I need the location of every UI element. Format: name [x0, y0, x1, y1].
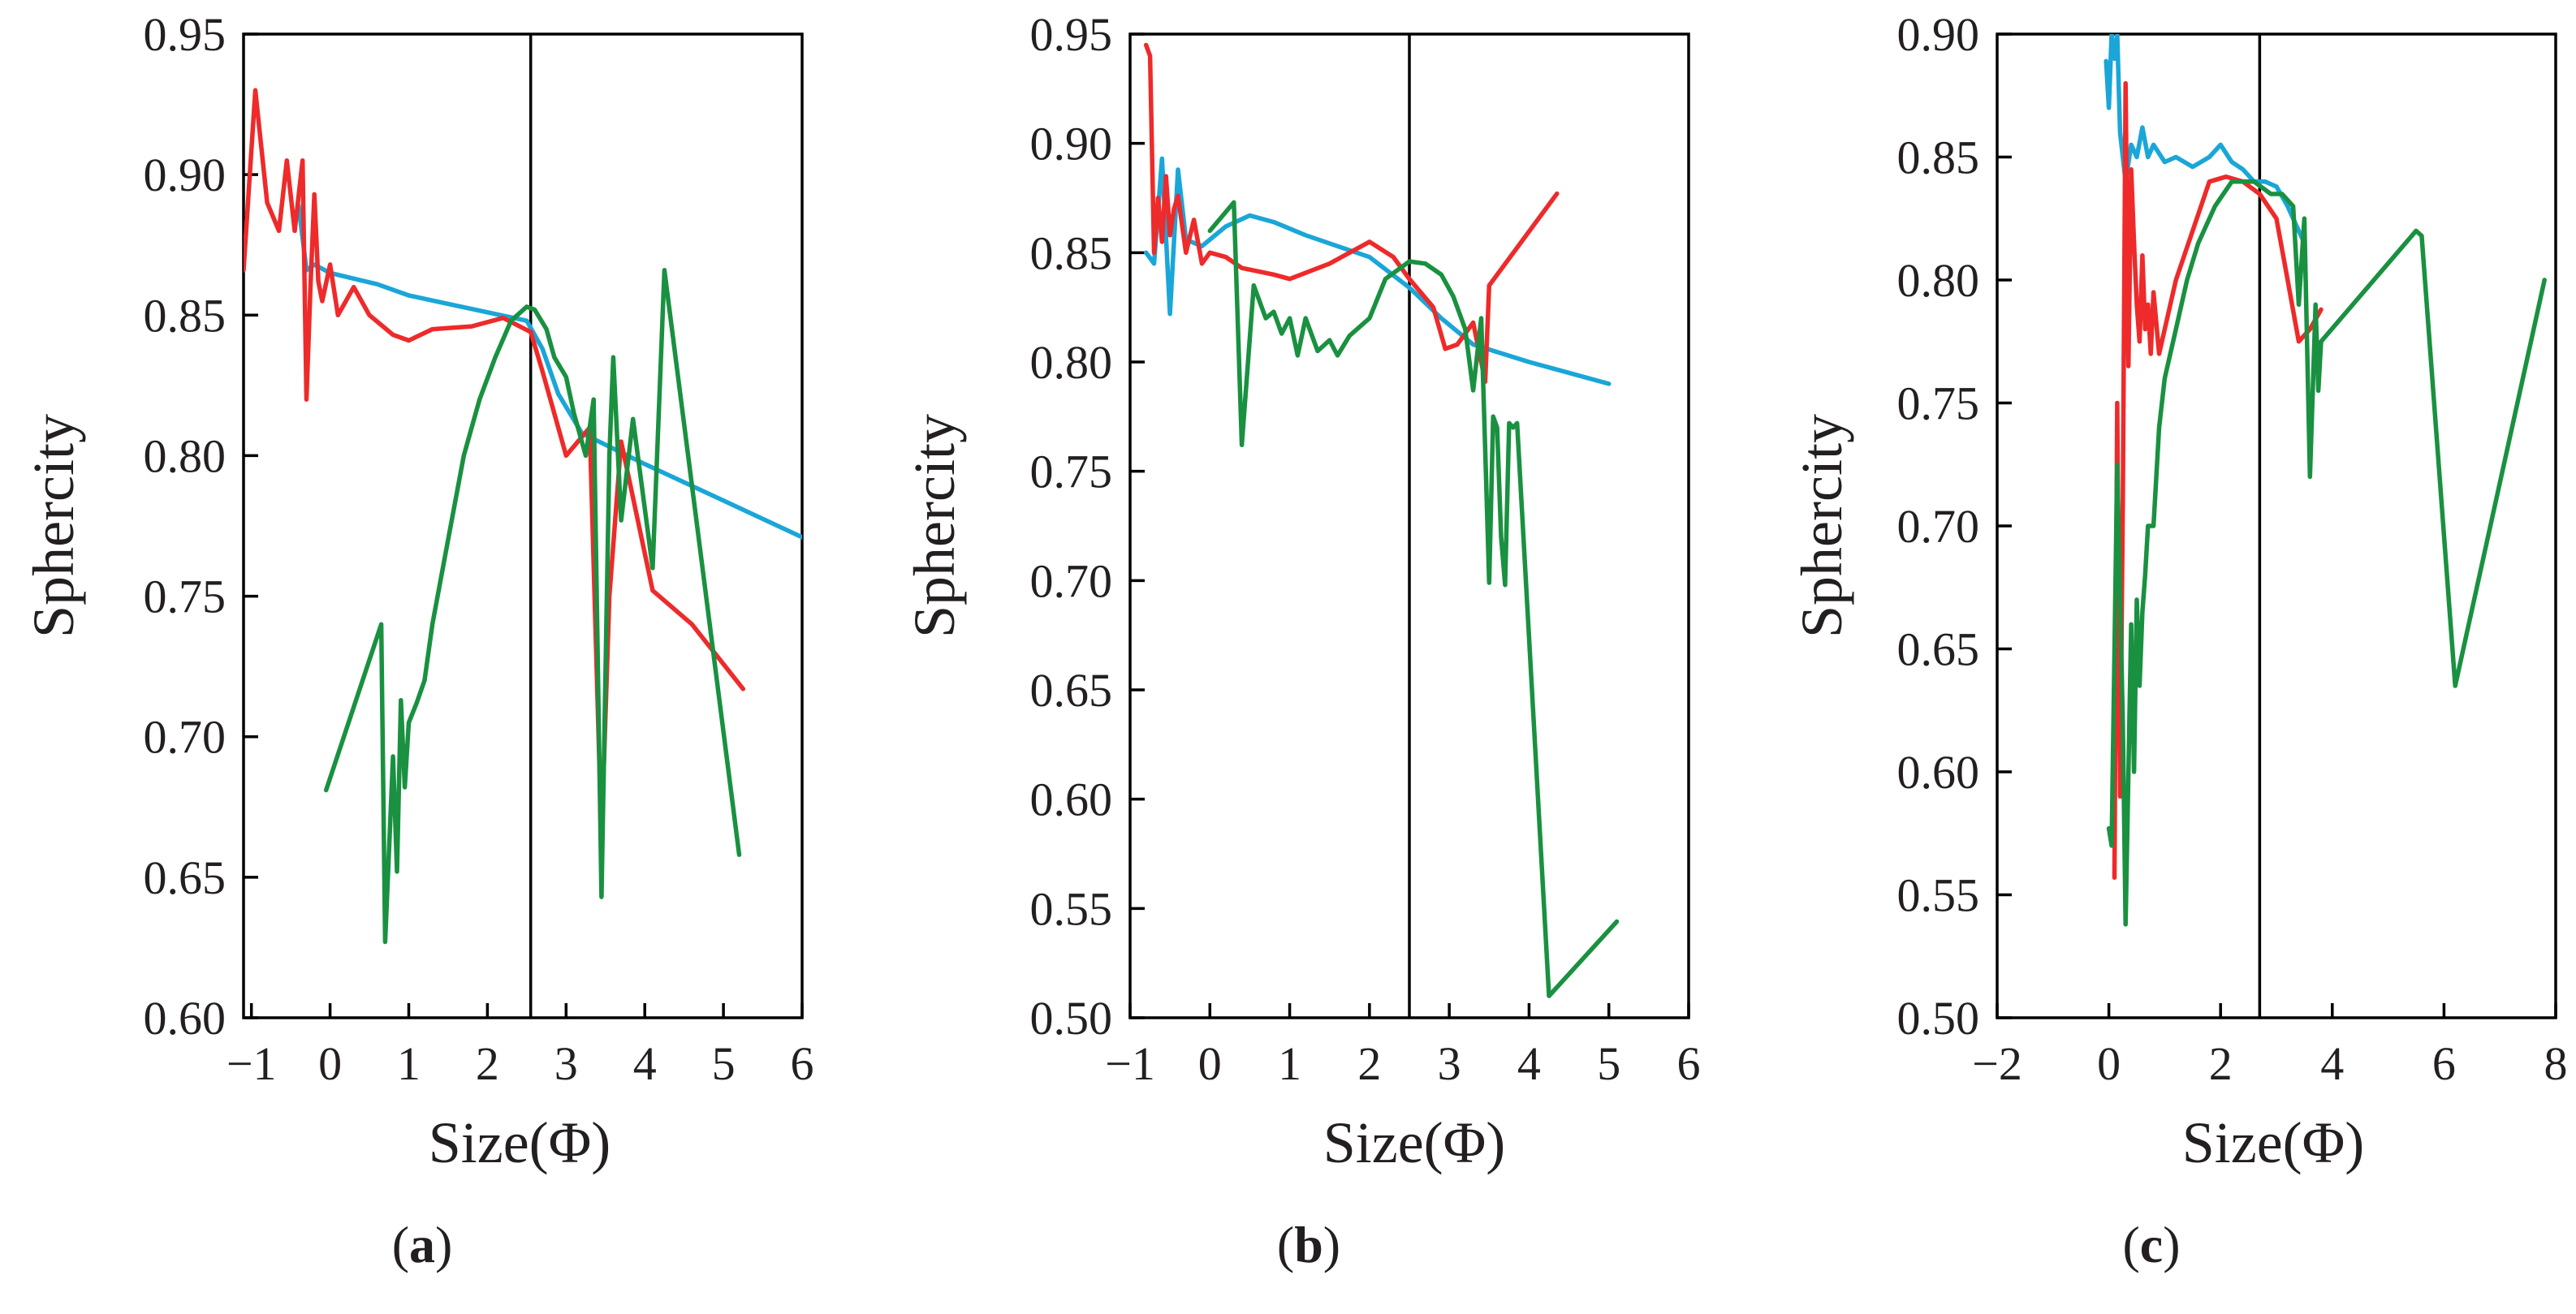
axes-frame	[242, 32, 804, 1019]
y-tick-label: 0.60	[1030, 773, 1113, 826]
y-tick-label: 0.75	[1897, 377, 1980, 430]
y-tick-label: 0.80	[1897, 254, 1980, 307]
y-tick-label: 0.90	[144, 149, 227, 201]
x-tick-label: −1	[1105, 1037, 1155, 1090]
series-line-blue	[1143, 156, 1612, 386]
y-tick-label: 0.55	[1030, 882, 1113, 935]
y-tick-label: 0.65	[1897, 623, 1980, 676]
x-tick-label: 3	[1438, 1037, 1461, 1090]
series-line-green	[1207, 200, 1620, 998]
y-tick-label: 0.75	[1030, 446, 1113, 498]
series-line-green	[2106, 179, 2547, 927]
x-axis-title: Size(Φ)	[1323, 1110, 1506, 1175]
x-tick-label: 5	[712, 1037, 736, 1090]
y-tick-label: 0.85	[1897, 131, 1980, 184]
x-tick-label: 2	[1357, 1037, 1381, 1090]
x-tick-label: −1	[227, 1037, 277, 1090]
series-line-red	[2112, 80, 2324, 881]
panel-label: (a)	[392, 1216, 453, 1273]
x-tick-label: 8	[2544, 1037, 2568, 1090]
y-tick-label: 0.55	[1897, 869, 1980, 922]
y-axis-title: Sphercity	[21, 414, 86, 638]
series-line-blue	[296, 203, 802, 540]
x-tick-label: 1	[1278, 1037, 1301, 1090]
x-tick-label: 6	[1677, 1037, 1701, 1090]
panel-label: (b)	[1277, 1216, 1340, 1273]
x-axis-title: Size(Φ)	[2182, 1110, 2365, 1175]
x-tick-label: 4	[633, 1037, 657, 1090]
y-tick-label: 0.60	[144, 992, 227, 1045]
y-tick-label: 0.90	[1030, 118, 1113, 170]
y-tick-label: 0.70	[1030, 554, 1113, 607]
y-tick-label: 0.95	[1030, 8, 1113, 61]
y-tick-label: 0.80	[1030, 336, 1113, 389]
y-tick-label: 0.65	[1030, 664, 1113, 717]
y-tick-label: 0.85	[144, 289, 227, 342]
y-tick-label: 0.65	[144, 851, 227, 904]
y-tick-label: 0.75	[144, 571, 227, 623]
x-tick-label: 5	[1597, 1037, 1620, 1090]
x-tick-label: 0	[1198, 1037, 1222, 1090]
x-tick-label: 1	[397, 1037, 421, 1090]
panel-label: (c)	[2122, 1216, 2180, 1273]
x-tick-label: 2	[476, 1037, 499, 1090]
x-tick-label: 0	[318, 1037, 342, 1090]
x-tick-label: −2	[1972, 1037, 2022, 1090]
panel-b: 0.50 0.55 0.60 0.65 0.70 0.75 0.80 0.85 0.90 0.95…	[902, 8, 1701, 1273]
x-tick-label: 3	[554, 1037, 578, 1090]
x-tick-label: 4	[2320, 1037, 2344, 1090]
y-tick-label: 0.90	[1897, 8, 1980, 61]
y-axis-title: Sphercity	[902, 414, 967, 638]
y-tick-label: 0.70	[144, 711, 227, 764]
panel-c: 0.50 0.55 0.60 0.65 0.70 0.75 0.80 0.85 0.90 −2 0 2…	[1789, 8, 2568, 1273]
x-tick-label: 0	[2097, 1037, 2121, 1090]
x-tick-label: 6	[2432, 1037, 2456, 1090]
y-tick-label: 0.60	[1897, 746, 1980, 799]
x-tick-label: 4	[1517, 1037, 1541, 1090]
y-tick-label: 0.50	[1897, 992, 1980, 1045]
series-line-green	[323, 268, 742, 945]
y-tick-label: 0.85	[1030, 226, 1113, 279]
x-tick-label: 6	[791, 1037, 814, 1090]
y-tick-label: 0.70	[1897, 500, 1980, 553]
panel-a: 0.60 0.65 0.70 0.75 0.80 0.85 0.90 0.95 −1 0 1 2 3 4 5…	[21, 8, 814, 1273]
x-axis-title: Size(Φ)	[429, 1110, 611, 1175]
series-line-blue	[2104, 34, 2307, 246]
y-axis-title: Sphercity	[1789, 414, 1854, 638]
axes-frame	[1996, 32, 2557, 1019]
y-tick-label: 0.80	[144, 429, 227, 482]
y-tick-label: 0.95	[144, 8, 227, 61]
series-line-red	[244, 88, 746, 841]
x-tick-label: 2	[2209, 1037, 2233, 1090]
y-tick-label: 0.50	[1030, 992, 1113, 1045]
